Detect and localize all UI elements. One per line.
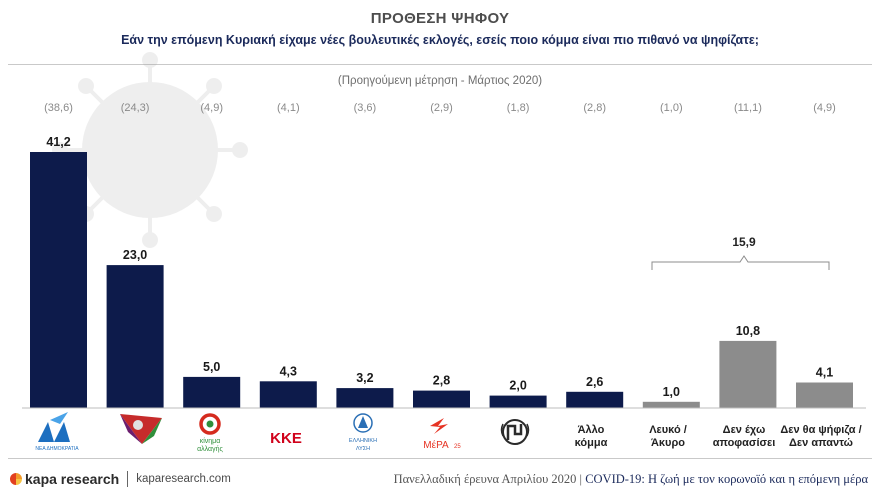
category-label-allo-line2: κόμμα — [575, 437, 608, 449]
bar-nd — [30, 152, 87, 408]
elliniki-lysi-label-line2: ΛΥΣΗ — [356, 446, 370, 452]
survey-caption: Πανελλαδική έρευνα Απριλίου 2020 | COVID… — [394, 472, 868, 487]
kapa-research-logo-icon — [10, 473, 22, 485]
brand-name: kapa research — [25, 471, 120, 487]
prev-label-den-psifiza: (4,9) — [813, 102, 836, 114]
prev-label-kke: (4,1) — [277, 102, 300, 114]
elliniki-lysi-logo-icon: ΕΛΛΗΝΙΚΗ ΛΥΣΗ — [349, 413, 377, 452]
bar-kinal — [183, 376, 241, 408]
category-label-den-psifiza-line1: Δεν θα ψήφιζα / — [780, 424, 861, 436]
previous-measurement-note: (Προηγούμενη μέτρηση - Μάρτιος 2020) — [337, 75, 543, 87]
prev-label-allo: (2,8) — [583, 102, 606, 114]
footer-divider — [8, 458, 872, 459]
footer-brand: kapa research kaparesearch.com — [10, 470, 231, 488]
prev-label-xrysi-avgi: (1,8) — [507, 102, 530, 114]
elliniki-lysi-label-line1: ΕΛΛΗΝΙΚΗ — [349, 438, 377, 444]
xrysi-avgi-logo-icon — [500, 419, 530, 445]
bar-den-psifiza — [796, 382, 853, 408]
bar-allo — [566, 391, 624, 408]
mera25-logo-icon: ΜέΡΑ 25 — [423, 418, 461, 451]
mera25-label: ΜέΡΑ — [423, 439, 449, 451]
bracket-total-label: 15,9 — [732, 235, 756, 249]
header-divider — [8, 64, 872, 65]
website-link[interactable]: kaparesearch.com — [136, 473, 231, 485]
category-label-allo-line1: Άλλο — [578, 424, 605, 436]
value-label-den-apofasisei: 10,8 — [736, 324, 760, 338]
mera25-label-sub: 25 — [454, 444, 461, 450]
kke-logo-icon: ΚΚΕ — [270, 430, 302, 447]
survey-caption-text: Πανελλαδική έρευνα Απριλίου 2020 | — [393, 472, 586, 486]
prev-label-mera25: (2,9) — [430, 102, 453, 114]
value-label-allo: 2,6 — [586, 375, 603, 389]
category-label-den-psifiza-line2: Δεν απαντώ — [789, 437, 853, 449]
value-label-kke: 4,3 — [280, 364, 297, 378]
prev-label-syriza: (24,3) — [121, 102, 150, 114]
value-label-nd: 41,2 — [46, 135, 70, 149]
prev-label-nd: (38,6) — [44, 102, 73, 114]
kinal-label-line1: κίνημα — [200, 437, 221, 445]
category-label-lefko-line1: Λευκό / — [649, 424, 687, 436]
bar-elliniki-lysi — [336, 388, 394, 408]
bar-syriza — [106, 265, 164, 408]
coronavirus-watermark-icon — [52, 52, 248, 248]
value-label-xrysi-avgi: 2,0 — [509, 379, 526, 393]
prev-label-elliniki-lysi: (3,6) — [354, 102, 377, 114]
category-label-lefko-line2: Άκυρο — [651, 437, 685, 449]
chart-subtitle: Εάν την επόμενη Κυριακή είχαμε νέες βουλ… — [121, 33, 759, 47]
value-label-kinal: 5,0 — [203, 360, 220, 374]
bar-den-apofasisei — [719, 340, 777, 408]
bar-lefko — [642, 401, 700, 408]
kinal-label-line2: αλλαγής — [197, 446, 223, 453]
bar-kke — [259, 381, 317, 408]
value-label-syriza: 23,0 — [123, 248, 147, 262]
bar-mera25 — [413, 390, 470, 408]
prev-label-den-apofasisei: (11,1) — [734, 102, 762, 114]
kke-label: ΚΚΕ — [270, 430, 302, 447]
value-label-lefko: 1,0 — [663, 385, 680, 399]
prev-label-kinal: (4,9) — [200, 102, 223, 114]
nd-logo-text: ΝΕΑ ΔΗΜΟΚΡΑΤΙΑ — [35, 446, 79, 452]
survey-caption-highlight: COVID-19: Η ζωή με τον κορωνοϊό και η επ… — [585, 472, 868, 486]
brand-separator — [127, 471, 129, 487]
nd-logo-icon: ΝΕΑ ΔΗΜΟΚΡΑΤΙΑ — [35, 412, 79, 452]
prev-label-lefko: (1,0) — [660, 102, 683, 114]
value-label-elliniki-lysi: 3,2 — [356, 371, 373, 385]
undecided-bracket — [651, 255, 830, 270]
chart-title: ΠΡΟΘΕΣΗ ΨΗΦΟΥ — [370, 10, 510, 27]
category-label-den-apofasisei-line2: αποφασίσει — [713, 437, 776, 449]
syriza-logo-icon — [120, 414, 162, 444]
category-label-den-apofasisei-line1: Δεν έχω — [723, 424, 766, 436]
value-label-mera25: 2,8 — [433, 374, 450, 388]
value-label-den-psifiza: 4,1 — [816, 366, 833, 380]
bar-xrysi-avgi — [489, 395, 547, 408]
kinal-logo-icon: κίνημα αλλαγής — [197, 413, 223, 453]
